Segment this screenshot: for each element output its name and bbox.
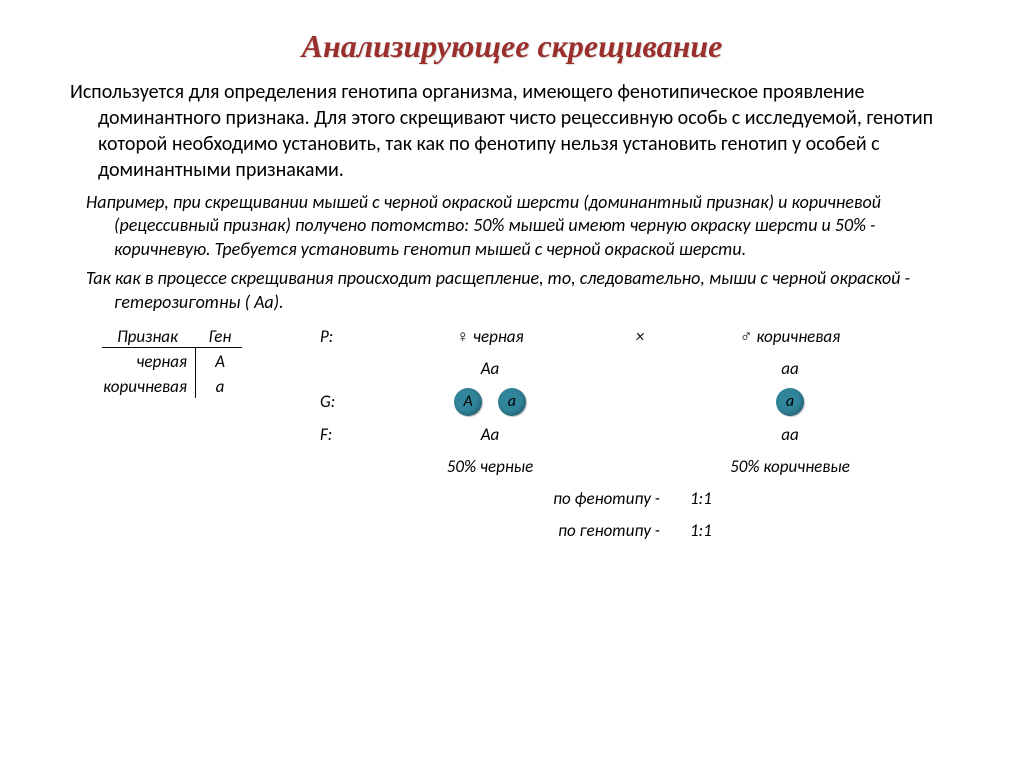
trait-cell: коричневая — [100, 376, 195, 397]
parent-genotype-row: Аа аа — [320, 356, 940, 382]
cross-grid: Р: ♀ черная × ♂ коричневая Аа аа G: А а — [320, 324, 940, 550]
table-vline — [195, 348, 196, 398]
conclusion-paragraph: Так как в процессе скрещивания происходи… — [70, 267, 954, 314]
trait-cell: черная — [100, 351, 195, 372]
g-label: G: — [320, 391, 360, 412]
pheno-ratio-label: по фенотипу - — [510, 488, 690, 509]
trait-gene-table: Признак Ген черная А коричневая а — [100, 326, 245, 397]
table-row: коричневая а — [100, 376, 245, 397]
table-hline — [102, 347, 242, 348]
gene-cell: а — [195, 376, 245, 397]
geno-ratio-row: по генотипу - 1:1 — [320, 518, 940, 544]
gametes-row: G: А а а — [320, 388, 940, 416]
gene-cell: А — [195, 351, 245, 372]
header-trait: Признак — [100, 326, 195, 347]
page-title: Анализирующее скрещивание — [70, 28, 954, 65]
f-genotype-row: F: Аа аа — [320, 422, 940, 448]
geno-ratio-value: 1:1 — [690, 520, 750, 541]
intro-paragraph: Используется для определения генотипа ор… — [70, 79, 954, 183]
cross-symbol: × — [620, 326, 660, 347]
table-row: черная А — [100, 351, 245, 372]
p-label: Р: — [320, 326, 360, 347]
gamete-circle-icon: а — [776, 388, 804, 416]
geno-ratio-label: по генотипу - — [510, 520, 690, 541]
pheno-ratio-row: по фенотипу - 1:1 — [320, 486, 940, 512]
header-gene: Ген — [195, 326, 245, 347]
parents-row: Р: ♀ черная × ♂ коричневая — [320, 324, 940, 350]
gamete-circle-icon: а — [498, 388, 526, 416]
percent-b: 50% коричневые — [660, 456, 920, 477]
male-symbol-icon: ♂ — [740, 326, 753, 347]
percent-row: 50% черные 50% коричневые — [320, 454, 940, 480]
female-trait: черная — [473, 326, 524, 347]
percent-a: 50% черные — [360, 456, 620, 477]
f-label: F: — [320, 424, 360, 445]
gamete-circle-icon: А — [454, 388, 482, 416]
f-geno-b: аа — [660, 424, 920, 445]
male-trait: коричневая — [756, 326, 840, 347]
parent-geno-b: аа — [660, 358, 920, 379]
parent-geno-a: Аа — [360, 358, 620, 379]
f-geno-a: Аа — [360, 424, 620, 445]
example-paragraph: Например, при скрещивании мышей с черной… — [70, 191, 954, 261]
pheno-ratio-value: 1:1 — [690, 488, 750, 509]
female-symbol-icon: ♀ — [456, 326, 469, 347]
cross-diagram: Признак Ген черная А коричневая а Р: ♀ ч… — [70, 320, 954, 550]
